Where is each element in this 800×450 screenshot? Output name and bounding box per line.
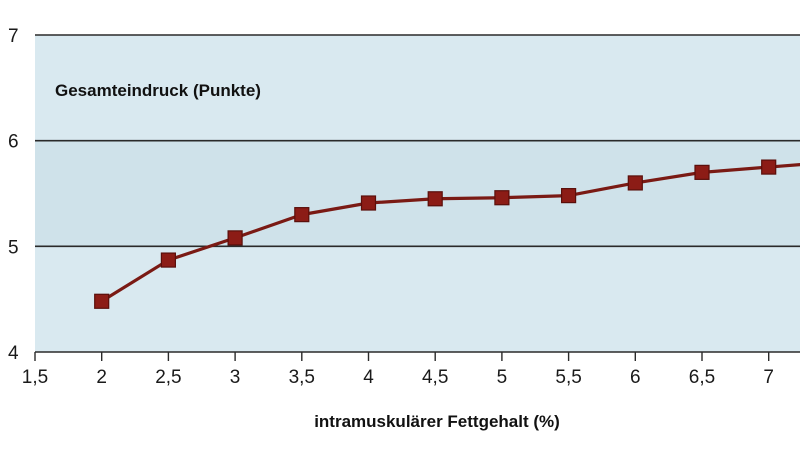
x-tick-label: 6: [630, 367, 641, 388]
series: [94, 159, 800, 309]
data-point: [494, 190, 510, 206]
series-line: [100, 162, 800, 303]
x-tick-label: 1,5: [22, 367, 48, 388]
x-tick-label: 4: [363, 367, 374, 388]
data-point: [227, 230, 243, 246]
y-tick-label: 6: [8, 132, 19, 153]
x-tick-label: 4,5: [422, 367, 448, 388]
x-tick-label: 2: [96, 367, 107, 388]
data-point: [94, 293, 110, 309]
data-point: [560, 188, 577, 204]
data-point: [360, 195, 377, 211]
x-tick-label: 3,5: [289, 367, 315, 388]
background-band: [35, 140, 800, 247]
tick-labels: 1,5 2 2,5 3 3,5 4 4,5 5 5,5 6 6,5 7 4 5 6 7: [8, 26, 774, 388]
background-band: [35, 246, 800, 352]
y-tick-label: 5: [8, 237, 19, 258]
data-point: [160, 252, 176, 268]
x-tick-label: 3: [230, 367, 241, 388]
y-tick-label: 4: [8, 343, 19, 364]
y-axis-label: Gesamteindruck (Punkte): [55, 81, 261, 100]
x-axis-label: intramuskulärer Fettgehalt (%): [314, 412, 560, 431]
data-point: [694, 164, 710, 180]
data-point: [294, 207, 310, 223]
x-tick-label: 7: [763, 367, 774, 388]
background-band: [35, 35, 800, 141]
data-point: [427, 191, 443, 207]
data-point: [627, 175, 643, 191]
x-tick-label: 6,5: [689, 367, 715, 388]
axes: [34, 351, 800, 361]
x-tick-label: 5,5: [555, 367, 581, 388]
data-point: [761, 159, 777, 175]
x-tick-label: 2,5: [155, 367, 181, 388]
x-tick-label: 5: [497, 367, 508, 388]
y-tick-label: 7: [8, 26, 19, 47]
gridlines: [35, 34, 800, 248]
background-bands: [35, 35, 800, 352]
